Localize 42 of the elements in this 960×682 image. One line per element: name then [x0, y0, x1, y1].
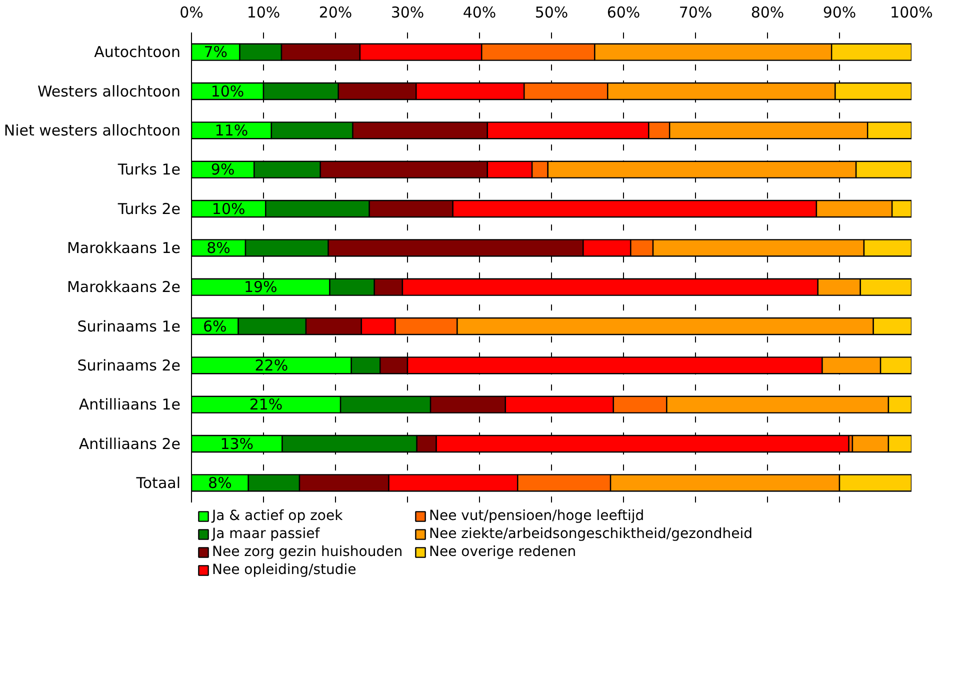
x-tick-label: 20% — [318, 4, 352, 22]
legend-label: Nee ziekte/arbeidsongeschiktheid/gezondheid — [429, 526, 753, 542]
data-label: 9% — [210, 160, 235, 179]
y-tick-label: Turks 1e — [116, 160, 181, 179]
data-label: 8% — [206, 238, 230, 257]
data-label: 10% — [212, 200, 246, 218]
legend-label: Nee zorg gezin huishouden — [212, 544, 404, 560]
y-tick-label: Antilliaans 1e — [78, 396, 181, 414]
y-tick-label: Surinaams 1e — [77, 317, 181, 336]
x-tick-label: 100% — [890, 4, 933, 22]
y-tick-label: Marokkaans 2e — [66, 278, 181, 296]
y-tick-label: Autochtoon — [94, 43, 181, 62]
data-label: 22% — [254, 356, 288, 374]
data-label: 11% — [214, 121, 248, 140]
data-label: 19% — [244, 278, 278, 296]
x-tick-label: 90% — [822, 4, 856, 22]
legend-label: Ja maar passief — [212, 526, 321, 542]
x-tick-label: 10% — [246, 4, 280, 22]
y-tick-label: Surinaams 2e — [77, 356, 181, 374]
legend-label: Nee vut/pensioen/hoge leeftijd — [429, 508, 644, 524]
data-label: 21% — [249, 396, 283, 414]
data-label: 13% — [220, 434, 254, 453]
y-tick-label: Westers allochtoon — [37, 82, 181, 100]
x-tick-label: 60% — [606, 4, 640, 22]
x-tick-label: 70% — [678, 4, 712, 22]
y-tick-label: Totaal — [135, 474, 181, 492]
legend-label: Ja & actief op zoek — [212, 508, 344, 524]
data-label: 10% — [210, 82, 244, 100]
y-tick-label: Antilliaans 2e — [78, 434, 181, 453]
data-label: 6% — [203, 317, 227, 336]
data-label: 7% — [204, 43, 228, 62]
x-tick-label: 0% — [180, 4, 204, 22]
x-tick-label: 50% — [534, 4, 568, 22]
y-tick-label: Niet westers allochtoon — [4, 121, 180, 140]
legend-label: Nee overige redenen — [429, 544, 578, 560]
x-tick-label: 80% — [750, 4, 784, 22]
y-tick-label: Marokkaans 1e — [66, 238, 181, 257]
y-tick-label: Turks 2e — [116, 200, 181, 218]
x-tick-label: 30% — [390, 4, 424, 22]
x-tick-label: 40% — [462, 4, 496, 22]
legend-label: Nee opleiding/studie — [212, 562, 358, 578]
data-label: 8% — [208, 474, 232, 492]
